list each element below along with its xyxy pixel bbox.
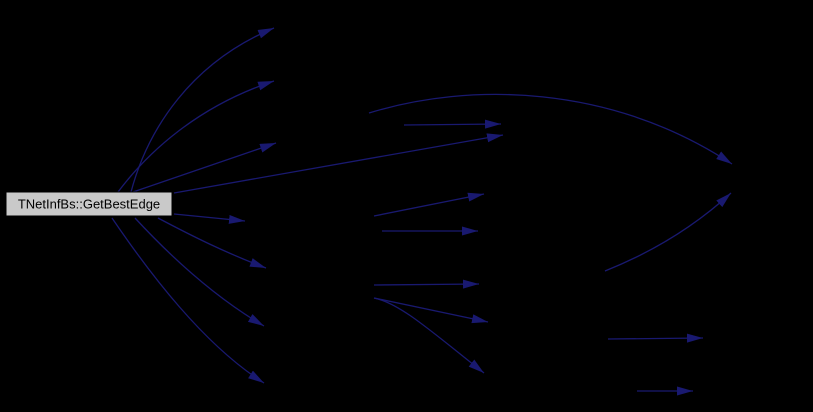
call-edge	[403, 119, 502, 129]
call-edge	[373, 297, 489, 324]
call-edge	[368, 93, 733, 165]
call-edge	[134, 217, 265, 327]
call-edge	[173, 133, 504, 194]
call-edge	[173, 213, 246, 224]
edge-layer	[111, 27, 733, 396]
call-edge	[157, 217, 267, 269]
source-node-label: TNetInfBs::GetBestEdge	[18, 197, 160, 212]
call-edge	[607, 333, 704, 343]
source-node[interactable]: TNetInfBs::GetBestEdge	[5, 191, 173, 217]
call-edge	[373, 297, 485, 374]
call-edge	[117, 80, 275, 193]
call-edge	[604, 192, 732, 272]
call-edge	[132, 142, 277, 193]
source-node-box[interactable]	[5, 191, 173, 217]
call-edge	[130, 27, 275, 193]
call-edge	[111, 217, 265, 384]
call-edge	[373, 279, 480, 289]
call-edge	[373, 192, 485, 217]
